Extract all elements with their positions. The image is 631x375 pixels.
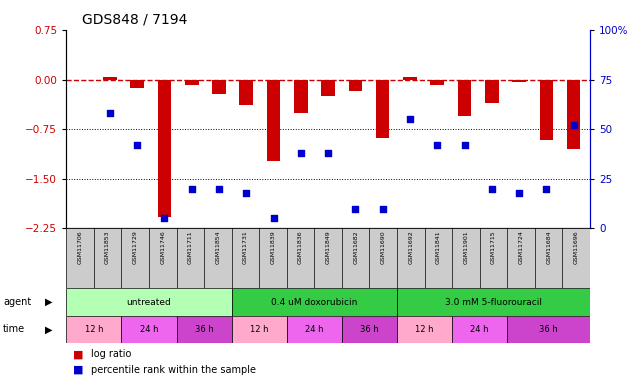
Point: [241, 190, 251, 196]
Text: 36 h: 36 h: [195, 325, 213, 334]
Point: [405, 116, 415, 122]
Text: GSM11841: GSM11841: [436, 230, 441, 264]
Point: [105, 110, 115, 116]
Bar: [232, 316, 286, 343]
Text: 24 h: 24 h: [471, 325, 489, 334]
Text: 0.4 uM doxorubicin: 0.4 uM doxorubicin: [271, 298, 358, 307]
Text: GSM11901: GSM11901: [463, 230, 468, 264]
Point: [514, 190, 524, 196]
Text: GSM11729: GSM11729: [133, 230, 138, 264]
Point: [160, 216, 170, 222]
Bar: [177, 316, 232, 343]
Text: GSM11696: GSM11696: [574, 230, 579, 264]
Bar: [507, 316, 590, 343]
Text: ■: ■: [73, 365, 83, 375]
Bar: [158, 80, 171, 217]
Text: agent: agent: [3, 297, 32, 307]
Bar: [342, 316, 397, 343]
Text: 36 h: 36 h: [540, 325, 558, 334]
Text: GSM11836: GSM11836: [298, 230, 303, 264]
Text: GDS848 / 7194: GDS848 / 7194: [82, 12, 187, 26]
Text: 12 h: 12 h: [415, 325, 434, 334]
Bar: [212, 80, 226, 94]
Text: GSM11706: GSM11706: [78, 230, 83, 264]
Point: [541, 186, 551, 192]
Bar: [567, 80, 581, 149]
Text: 24 h: 24 h: [305, 325, 324, 334]
Text: GSM11682: GSM11682: [353, 230, 358, 264]
Text: ■: ■: [73, 350, 83, 359]
Bar: [512, 80, 526, 82]
Bar: [376, 80, 389, 138]
Bar: [185, 80, 199, 85]
Bar: [103, 77, 117, 80]
Bar: [457, 80, 471, 116]
Text: 12 h: 12 h: [85, 325, 103, 334]
Point: [569, 122, 579, 128]
Text: GSM11853: GSM11853: [105, 230, 110, 264]
Point: [459, 142, 469, 148]
Text: GSM11854: GSM11854: [215, 230, 220, 264]
Text: GSM11731: GSM11731: [243, 230, 248, 264]
Bar: [485, 80, 498, 103]
Text: GSM11692: GSM11692: [408, 230, 413, 264]
Bar: [403, 77, 416, 80]
Text: time: time: [3, 324, 25, 334]
Point: [487, 186, 497, 192]
Point: [377, 206, 387, 212]
Text: 24 h: 24 h: [139, 325, 158, 334]
Text: GSM11849: GSM11849: [326, 230, 331, 264]
Bar: [397, 288, 590, 316]
Bar: [232, 288, 397, 316]
Text: GSM11724: GSM11724: [519, 230, 524, 264]
Bar: [397, 316, 452, 343]
Point: [296, 150, 306, 156]
Bar: [348, 80, 362, 92]
Bar: [131, 80, 144, 87]
Bar: [430, 80, 444, 85]
Point: [132, 142, 142, 148]
Text: ▶: ▶: [45, 297, 53, 307]
Bar: [540, 80, 553, 140]
Text: GSM11690: GSM11690: [380, 230, 386, 264]
Text: GSM11746: GSM11746: [160, 230, 165, 264]
Point: [350, 206, 360, 212]
Bar: [286, 316, 342, 343]
Bar: [267, 80, 280, 161]
Text: 3.0 mM 5-fluorouracil: 3.0 mM 5-fluorouracil: [445, 298, 542, 307]
Text: percentile rank within the sample: percentile rank within the sample: [91, 365, 256, 375]
Point: [432, 142, 442, 148]
Text: GSM11684: GSM11684: [546, 230, 551, 264]
Text: 36 h: 36 h: [360, 325, 379, 334]
Bar: [452, 316, 507, 343]
Text: untreated: untreated: [127, 298, 172, 307]
Bar: [66, 288, 232, 316]
Text: ▶: ▶: [45, 324, 53, 334]
Point: [214, 186, 224, 192]
Text: 12 h: 12 h: [250, 325, 268, 334]
Bar: [321, 80, 335, 96]
Bar: [121, 316, 177, 343]
Point: [323, 150, 333, 156]
Point: [269, 216, 279, 222]
Bar: [294, 80, 308, 112]
Bar: [66, 316, 121, 343]
Text: GSM11715: GSM11715: [491, 230, 496, 264]
Text: GSM11711: GSM11711: [188, 230, 193, 264]
Text: GSM11839: GSM11839: [271, 230, 276, 264]
Bar: [240, 80, 253, 105]
Text: log ratio: log ratio: [91, 350, 132, 359]
Point: [187, 186, 197, 192]
